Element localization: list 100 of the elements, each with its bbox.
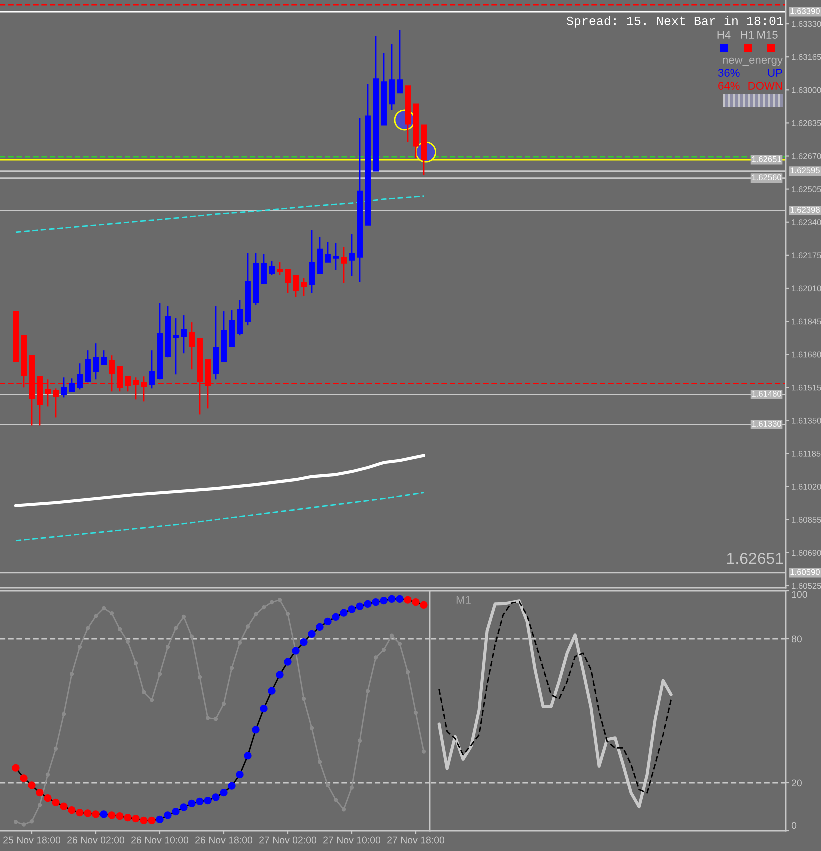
- point: [54, 746, 58, 752]
- point: [36, 789, 44, 797]
- point: [100, 810, 108, 818]
- point: [406, 670, 410, 674]
- candlestick: [341, 246, 347, 284]
- y-tick-label: 1.61020: [792, 484, 821, 490]
- annotation: M1: [456, 596, 471, 604]
- y-tick-label: 1.61185: [792, 450, 821, 457]
- point: [246, 624, 250, 629]
- point: [148, 816, 156, 824]
- candlestick: [349, 234, 355, 278]
- y-tick-label: 1.61845: [792, 318, 821, 325]
- x-tick-label: 26 Nov 18:00: [196, 836, 253, 844]
- point: [150, 698, 154, 702]
- point: [220, 789, 228, 797]
- point: [20, 774, 28, 782]
- y-tick-label: 1.60855: [792, 517, 821, 523]
- y-tick-label: 1.61515: [792, 384, 821, 391]
- point: [372, 598, 380, 606]
- annotation: H4: [718, 31, 731, 39]
- ref-line-label: 1.62651: [752, 156, 782, 162]
- y-tick-label: 0: [792, 822, 797, 830]
- point: [188, 800, 196, 808]
- point: [236, 771, 244, 779]
- candlestick: [301, 278, 307, 298]
- point: [92, 810, 100, 818]
- point: [212, 794, 220, 802]
- point: [260, 705, 268, 713]
- candlestick: [69, 378, 75, 392]
- point: [396, 595, 404, 603]
- y-tick-label: 1.63000: [792, 87, 821, 94]
- point: [182, 614, 186, 620]
- point: [332, 613, 340, 621]
- candlestick: [85, 350, 91, 384]
- point: [52, 798, 60, 806]
- candlestick: [101, 350, 107, 366]
- point: [70, 672, 74, 676]
- point: [214, 717, 218, 722]
- point: [238, 640, 242, 645]
- point: [30, 820, 34, 824]
- point: [158, 672, 162, 676]
- point: [254, 612, 258, 617]
- candlestick: [181, 314, 187, 354]
- y-tick-label: 80: [792, 636, 802, 643]
- point: [180, 804, 188, 812]
- candlestick: [285, 268, 291, 294]
- candlestick: [269, 260, 275, 276]
- point: [84, 810, 92, 818]
- ref-line-label: 1.61480: [752, 391, 782, 397]
- point: [366, 689, 370, 694]
- point: [326, 783, 330, 788]
- point: [166, 645, 170, 650]
- point: [252, 726, 260, 734]
- y-tick-label: 1.63330: [792, 21, 821, 28]
- candlestick: [397, 29, 403, 94]
- x-tick-label: 26 Nov 10:00: [132, 836, 189, 844]
- point: [94, 614, 98, 619]
- point: [310, 726, 314, 730]
- point: [174, 626, 178, 631]
- annotation: new_energy: [723, 58, 783, 66]
- point: [318, 760, 322, 764]
- candlestick: [173, 318, 179, 376]
- point: [348, 606, 356, 614]
- point: [196, 798, 204, 806]
- point: [334, 798, 338, 802]
- candlestick: [93, 342, 99, 380]
- point: [156, 816, 164, 824]
- candlestick: [189, 322, 195, 370]
- point: [190, 634, 194, 639]
- point: [420, 601, 428, 609]
- x-tick-label: 27 Nov 10:00: [324, 836, 381, 844]
- annotation: 1.62651: [727, 552, 784, 564]
- point: [222, 702, 226, 706]
- candlestick: [77, 362, 83, 390]
- x-tick-label: 27 Nov 02:00: [260, 836, 317, 844]
- point: [228, 782, 236, 790]
- ref-line-label: 1.61330: [752, 421, 782, 427]
- point: [44, 794, 52, 802]
- point: [398, 642, 402, 646]
- point: [340, 609, 348, 617]
- candlestick: [149, 350, 155, 390]
- point: [142, 690, 146, 694]
- annotation: 64%: [718, 82, 740, 90]
- point: [108, 812, 116, 820]
- y-tick-label: 1.62175: [792, 252, 821, 259]
- point: [270, 600, 274, 605]
- candlestick: [133, 376, 139, 400]
- annotation: DOWN: [748, 82, 782, 90]
- point: [324, 618, 332, 626]
- point: [316, 623, 324, 632]
- point: [422, 750, 426, 754]
- candlestick: [309, 230, 315, 294]
- point: [118, 627, 122, 632]
- point: [390, 634, 394, 638]
- annotation: Spread: 15. Next Bar in 18:01: [566, 16, 784, 28]
- point: [414, 710, 418, 716]
- y-tick-label: 1.60525: [792, 583, 821, 590]
- annotation: UP: [768, 69, 782, 77]
- y-tick-label: 1.61350: [792, 418, 821, 424]
- point: [22, 822, 26, 827]
